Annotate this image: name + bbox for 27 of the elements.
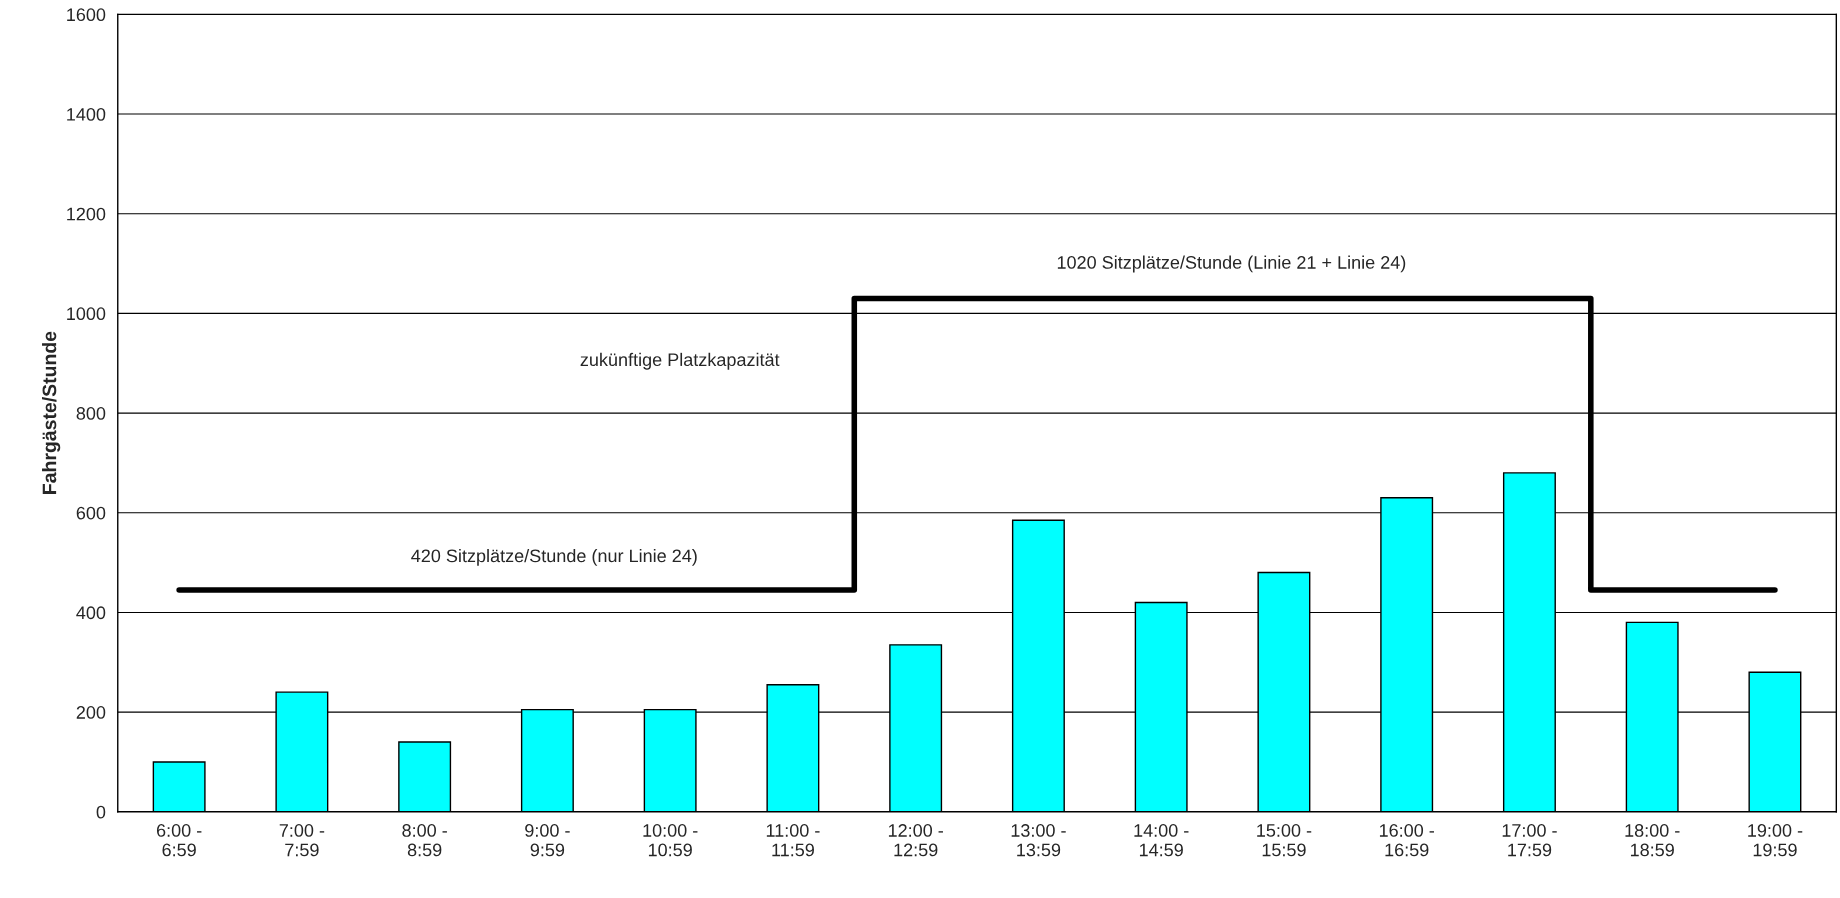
x-tick-label: 6:00 - 6:59 (156, 824, 202, 857)
x-tick-label: 11:00 - 11:59 (766, 824, 820, 857)
x-tick-label: 19:00 - 19:59 (1748, 824, 1803, 857)
x-tick-label: 10:00 - 10:59 (643, 824, 698, 857)
x-tick-label: 16:00 - 16:59 (1379, 824, 1434, 857)
annotation: 1020 Sitzplätze/Stunde (Linie 21 + Linie 24) (1057, 255, 1406, 273)
y-tick-label: 200 (76, 706, 106, 719)
y-axis-title: Fahrgäste/Stunde (42, 331, 61, 494)
x-tick-label: 9:00 - 9:59 (525, 824, 570, 857)
x-tick-label: 17:00 - 17:59 (1502, 824, 1557, 857)
y-tick-label: 800 (76, 407, 106, 420)
x-tick-label: 13:00 - 13:59 (1011, 824, 1066, 857)
y-tick-label: 400 (76, 606, 106, 620)
annotation: 420 Sitzplätze/Stunde (nur Linie 24) (411, 549, 697, 566)
x-tick-label: 15:00 - 15:59 (1257, 824, 1312, 857)
y-tick-label: 1000 (67, 307, 106, 321)
annotation: zukünftige Platzkapazität (580, 352, 780, 370)
x-tick-label: 7:00 - 7:59 (279, 824, 325, 857)
y-tick-label: 1600 (67, 8, 106, 22)
x-tick-label: 12:00 - 12:59 (888, 824, 943, 857)
x-tick-label: 18:00 - 18:59 (1625, 824, 1680, 857)
y-tick-label: 0 (96, 805, 106, 819)
x-tick-label: 8:00 - 8:59 (402, 824, 447, 857)
y-tick-label: 1200 (67, 207, 106, 221)
x-tick-label: 14:00 - 14:59 (1134, 824, 1189, 857)
y-tick-label: 1400 (67, 107, 106, 121)
y-tick-label: 600 (76, 506, 106, 520)
